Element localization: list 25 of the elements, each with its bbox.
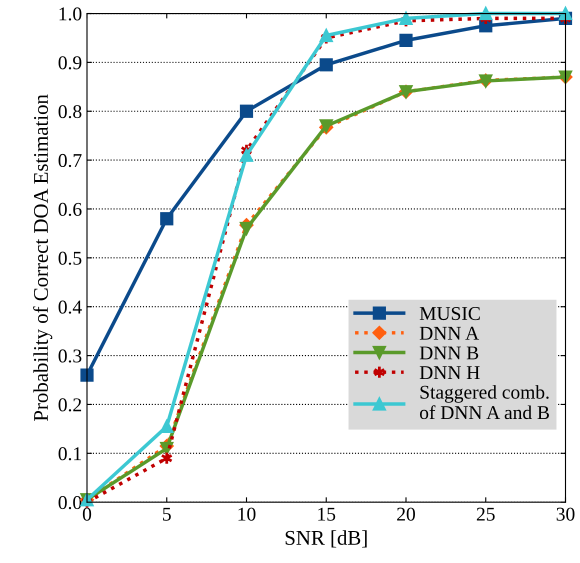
y-tick-label: 1.0 xyxy=(60,7,82,21)
y-tick-label: 0.5 xyxy=(58,252,82,265)
y-tick-label: 0.0 xyxy=(58,496,82,510)
x-tick-label: 25 xyxy=(476,508,495,521)
x-tick-label: 5 xyxy=(163,508,171,521)
y-tick-label: 0.2 xyxy=(58,398,82,412)
y-axis-title: Probability of Correct DOA Estimation xyxy=(33,94,52,422)
x-axis-title: SNR [dB] xyxy=(286,530,367,548)
y-tick-label: 0.4 xyxy=(58,300,82,314)
y-tick-label: 0.8 xyxy=(58,105,82,118)
legend-label: DNN A xyxy=(420,326,480,340)
x-tick-label: 30 xyxy=(556,508,574,521)
x-tick-label: 20 xyxy=(397,508,415,521)
y-tick-label: 0.3 xyxy=(58,349,82,363)
y-tick-label: 0.1 xyxy=(58,447,81,460)
y-tick-label: 0.7 xyxy=(58,154,82,168)
legend-label: MUSIC xyxy=(420,307,480,320)
y-tick-label: 0.6 xyxy=(58,202,82,216)
x-tick-label: 10 xyxy=(238,508,256,521)
legend-label: DNN H xyxy=(420,366,480,380)
legend-label: DNN B xyxy=(420,346,478,360)
x-tick-label: 15 xyxy=(318,508,336,521)
y-tick-label: 0.9 xyxy=(58,56,82,70)
legend-label: Staggered comb. of DNN A and B xyxy=(420,385,549,420)
x-tick-label: 0 xyxy=(82,508,92,521)
